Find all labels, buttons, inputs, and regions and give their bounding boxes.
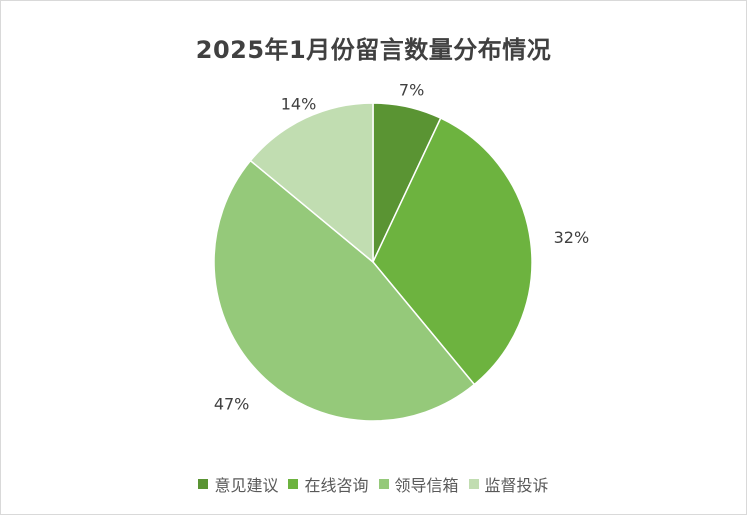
pie-slice-2 xyxy=(372,117,533,386)
data-label-3: 47% xyxy=(214,394,250,413)
pie-slice-3 xyxy=(213,159,476,422)
legend: 意见建议 在线咨询 领导信箱 监督投诉 xyxy=(0,472,747,496)
pie-slice-4 xyxy=(249,102,374,264)
legend-label: 意见建议 xyxy=(214,476,279,495)
data-label-1: 7% xyxy=(399,80,424,99)
legend-swatch xyxy=(198,479,209,489)
legend-label: 在线咨询 xyxy=(304,476,369,495)
legend-item-3: 领导信箱 xyxy=(378,472,459,496)
legend-swatch xyxy=(468,479,479,489)
legend-swatch xyxy=(288,479,299,489)
data-label-4: 14% xyxy=(281,95,317,114)
legend-item-4: 监督投诉 xyxy=(468,472,549,496)
legend-label: 监督投诉 xyxy=(484,476,549,495)
legend-label: 领导信箱 xyxy=(394,476,459,495)
data-label-2: 32% xyxy=(554,228,590,247)
chart-title: 2025年1月份留言数量分布情况 xyxy=(195,36,552,64)
legend-item-2: 在线咨询 xyxy=(288,472,369,496)
legend-item-1: 意见建议 xyxy=(198,472,278,496)
legend-swatch xyxy=(378,479,389,489)
